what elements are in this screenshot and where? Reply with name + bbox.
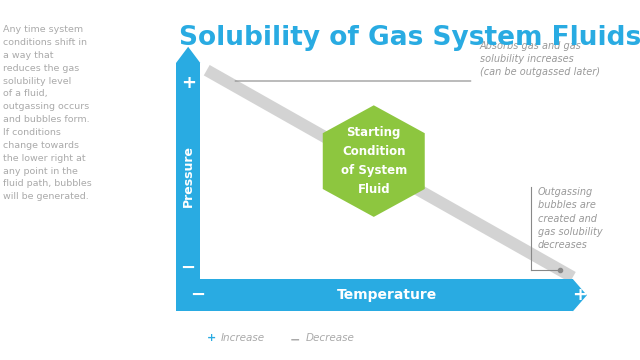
Text: +: + xyxy=(207,333,216,343)
Text: −: − xyxy=(180,259,196,277)
Text: Absorbs gas and gas
solubility increases
(can be outgassed later): Absorbs gas and gas solubility increases… xyxy=(480,41,600,77)
Text: Temperature: Temperature xyxy=(337,288,436,302)
Polygon shape xyxy=(204,65,576,283)
Text: Decrease: Decrease xyxy=(306,333,355,343)
Text: Outgassing
bubbles are
created and
gas solubility
decreases: Outgassing bubbles are created and gas s… xyxy=(538,187,602,250)
Text: Starting
Condition
of System
Fluid: Starting Condition of System Fluid xyxy=(340,126,407,196)
Bar xyxy=(176,279,573,311)
Text: Increase: Increase xyxy=(221,333,265,343)
Polygon shape xyxy=(573,279,587,311)
Polygon shape xyxy=(323,105,425,217)
Bar xyxy=(176,63,200,288)
Text: −: − xyxy=(190,286,205,304)
Text: Solubility of Gas System Fluids: Solubility of Gas System Fluids xyxy=(179,25,640,51)
Text: Pressure: Pressure xyxy=(182,144,195,207)
Text: −: − xyxy=(290,333,300,346)
Text: +: + xyxy=(572,286,588,304)
Text: Any time system
conditions shift in
a way that
reduces the gas
solubility level
: Any time system conditions shift in a wa… xyxy=(3,25,92,201)
Text: +: + xyxy=(180,74,196,92)
Polygon shape xyxy=(176,47,200,63)
